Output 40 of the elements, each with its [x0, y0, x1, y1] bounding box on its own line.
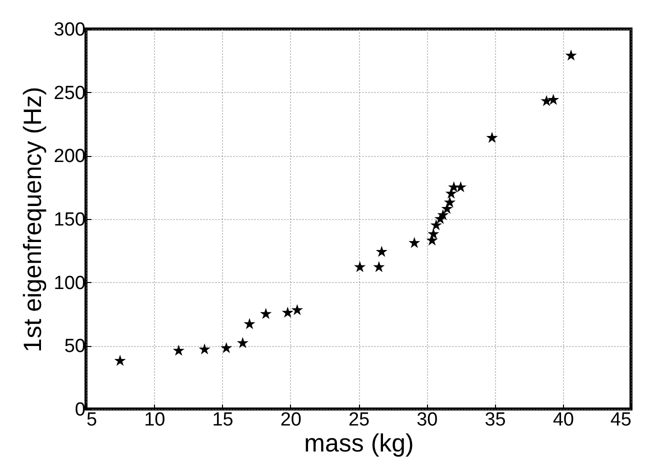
point: [114, 354, 126, 366]
point: [437, 209, 449, 220]
x-axis-title: mass (kg): [304, 430, 414, 458]
x-tick-label: 20: [280, 410, 302, 430]
point: [172, 344, 184, 356]
point: [548, 94, 560, 105]
y-tick-label: 250: [54, 82, 86, 104]
point: [260, 308, 272, 319]
point: [220, 342, 232, 354]
y-tick-label: 150: [54, 210, 86, 230]
y-tick-label: 300: [54, 20, 86, 40]
point: [376, 246, 388, 257]
x-tick-label: 5: [86, 410, 98, 430]
point: [430, 219, 442, 230]
point: [444, 196, 456, 208]
point: [354, 261, 366, 272]
x-tick-label: 40: [552, 410, 574, 430]
point: [486, 132, 498, 143]
y-tick-label: 100: [54, 272, 86, 294]
point: [540, 95, 552, 106]
point: [408, 236, 420, 248]
y-axis-title: 1st eigenfrequency (Hz): [18, 86, 47, 352]
y-tick-label: 50: [64, 336, 86, 358]
x-tick-label: 10: [144, 410, 166, 430]
point: [198, 343, 210, 354]
x-tick-label: 30: [416, 410, 438, 430]
point: [236, 337, 249, 348]
point: [282, 306, 294, 318]
x-tick-label: 25: [348, 410, 370, 430]
y-tick-label: 200: [54, 146, 86, 168]
point: [373, 261, 385, 272]
point: [565, 49, 577, 61]
point: [428, 228, 440, 240]
x-tick-label: 15: [212, 410, 234, 430]
x-tick-label: 45: [610, 410, 632, 430]
point: [291, 304, 304, 316]
y-tick-label: 0: [74, 400, 86, 420]
x-tick-label: 35: [484, 410, 506, 430]
point: [244, 318, 256, 330]
point: [441, 202, 453, 214]
